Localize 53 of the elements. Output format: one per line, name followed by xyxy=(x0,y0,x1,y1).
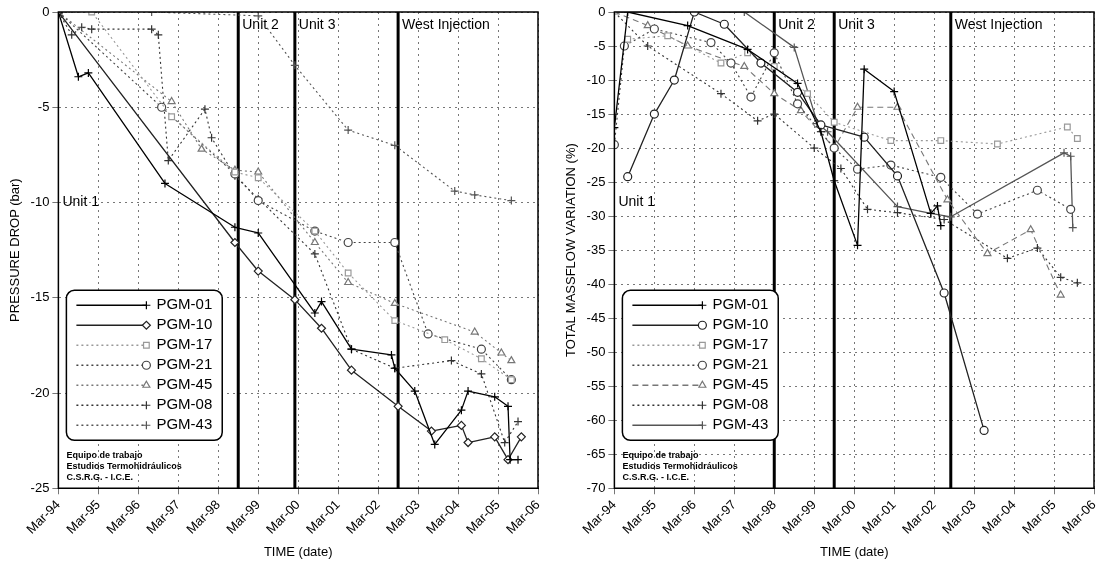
y-tick-label: -15 xyxy=(30,289,50,305)
x-axis-title: TIME (date) xyxy=(263,543,333,559)
annotation: C.S.R.G. - I.C.E. xyxy=(66,472,133,483)
y-tick-label: -20 xyxy=(586,139,606,155)
x-axis-title: TIME (date) xyxy=(819,543,889,559)
annotation: C.S.R.G. - I.C.E. xyxy=(622,472,689,483)
y-tick-label: -70 xyxy=(586,479,606,495)
y-tick-label: 0 xyxy=(598,3,606,19)
ref-line-label: Unit 2 xyxy=(242,15,280,32)
y-tick-label: -30 xyxy=(586,207,606,223)
legend-label: PGM-10 xyxy=(156,315,213,333)
y-tick-label: -35 xyxy=(586,241,606,257)
annotation: Estudios Termohidráulicos xyxy=(622,461,738,472)
annotation: Unit 1 xyxy=(618,193,656,210)
annotation: Equipo de trabajo xyxy=(622,450,699,461)
y-tick-label: -10 xyxy=(586,71,606,87)
y-tick-label: -25 xyxy=(30,479,50,495)
y-tick-label: -40 xyxy=(586,275,606,291)
legend-label: PGM-45 xyxy=(712,375,769,393)
annotation: Equipo de trabajo xyxy=(66,450,143,461)
ref-line-label: Unit 3 xyxy=(298,15,336,32)
ref-line-label: West Injection xyxy=(402,15,490,32)
ref-line-label: West Injection xyxy=(954,15,1043,32)
legend-label: PGM-08 xyxy=(156,395,213,413)
y-tick-label: -25 xyxy=(586,173,606,189)
legend-label: PGM-45 xyxy=(156,375,213,393)
legend-label: PGM-43 xyxy=(156,415,213,433)
y-tick-label: -45 xyxy=(586,309,606,325)
y-axis-title: TOTAL MASSFLOW VARIATION (%) xyxy=(563,143,579,358)
ref-line-label: Unit 3 xyxy=(838,15,875,32)
y-tick-label: -15 xyxy=(586,105,606,121)
annotation: Unit 1 xyxy=(62,193,100,210)
y-tick-label: -5 xyxy=(593,37,606,53)
y-tick-label: -60 xyxy=(586,411,606,427)
legend-label: PGM-01 xyxy=(712,295,769,313)
y-tick-label: 0 xyxy=(42,3,50,19)
y-tick-label: -5 xyxy=(37,98,50,114)
legend-label: PGM-43 xyxy=(712,415,769,433)
annotation: Estudios Termohidráulicos xyxy=(66,461,182,472)
legend-label: PGM-17 xyxy=(712,335,769,353)
legend-label: PGM-10 xyxy=(712,315,769,333)
y-tick-label: -50 xyxy=(586,343,606,359)
y-tick-label: -65 xyxy=(586,445,606,461)
legend-label: PGM-01 xyxy=(156,295,213,313)
legend-label: PGM-17 xyxy=(156,335,213,353)
y-tick-label: -55 xyxy=(586,377,606,393)
legend-label: PGM-21 xyxy=(156,355,213,373)
legend-label: PGM-21 xyxy=(712,355,769,373)
legend-label: PGM-08 xyxy=(712,395,769,413)
ref-line-label: Unit 2 xyxy=(778,15,816,32)
y-axis-title: PRESSURE DROP (bar) xyxy=(7,178,23,322)
y-tick-label: -10 xyxy=(30,194,50,210)
y-tick-label: -20 xyxy=(30,384,50,400)
